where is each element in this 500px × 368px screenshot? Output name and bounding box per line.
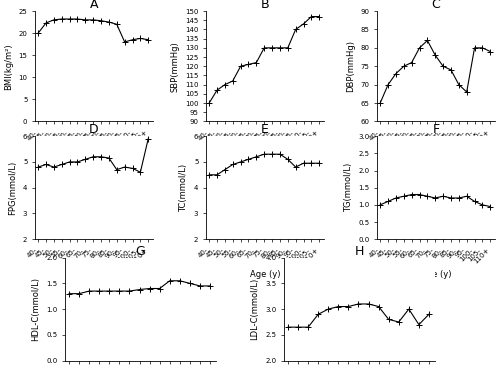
Y-axis label: DBP(mmHg): DBP(mmHg): [346, 40, 355, 92]
Title: F: F: [432, 123, 440, 136]
Y-axis label: BMI(kg/m²): BMI(kg/m²): [4, 43, 13, 89]
X-axis label: Age (y): Age (y): [250, 270, 280, 279]
Title: B: B: [260, 0, 270, 11]
Title: E: E: [261, 123, 269, 136]
Y-axis label: TG(mmol/L): TG(mmol/L): [344, 163, 352, 212]
Title: H: H: [355, 245, 364, 258]
Y-axis label: TC(mmol/L): TC(mmol/L): [180, 164, 188, 212]
X-axis label: Age (y): Age (y): [78, 153, 109, 162]
Title: A: A: [90, 0, 98, 11]
Title: G: G: [136, 245, 145, 258]
Y-axis label: FPG(mmol/L): FPG(mmol/L): [8, 160, 18, 215]
Y-axis label: SBP(mmHg): SBP(mmHg): [170, 41, 179, 92]
Y-axis label: HDL-C(mmol/L): HDL-C(mmol/L): [32, 277, 40, 341]
X-axis label: Age (y): Age (y): [250, 153, 280, 162]
Y-axis label: LDL-C(mmol/L): LDL-C(mmol/L): [250, 278, 260, 340]
X-axis label: Age (y): Age (y): [421, 153, 452, 162]
X-axis label: Age (y): Age (y): [78, 270, 109, 279]
X-axis label: Age (y): Age (y): [421, 270, 452, 279]
Title: C: C: [432, 0, 440, 11]
Title: D: D: [89, 123, 99, 136]
